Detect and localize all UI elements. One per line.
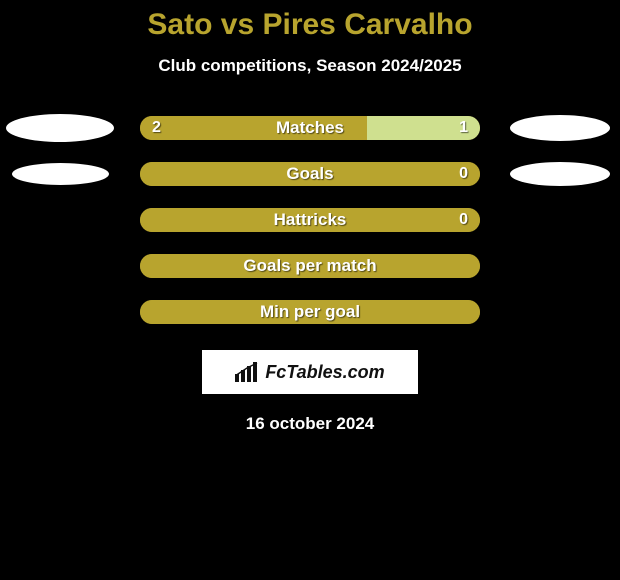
stat-right-value: 0 <box>459 208 468 232</box>
stat-label: Matches <box>276 118 344 138</box>
stat-right-value: 1 <box>459 116 468 140</box>
left-player-badge <box>0 114 120 142</box>
ellipse-icon <box>510 115 610 141</box>
date-line: 16 october 2024 <box>0 414 620 434</box>
page-root: Sato vs Pires Carvalho Club competitions… <box>0 0 620 580</box>
stat-left-value: 2 <box>152 116 161 140</box>
stat-right-value: 0 <box>459 162 468 186</box>
logo-box: FcTables.com <box>202 350 418 394</box>
logo-text: FcTables.com <box>265 362 384 383</box>
stat-bar: Goals 0 <box>140 162 480 186</box>
left-player-badge <box>0 163 120 185</box>
ellipse-icon <box>510 162 610 186</box>
page-subtitle: Club competitions, Season 2024/2025 <box>0 56 620 76</box>
right-player-badge <box>500 162 620 186</box>
stat-bar-content: Goals per match <box>140 254 480 278</box>
stat-row: Hattricks 0 <box>0 208 620 232</box>
stat-label: Goals <box>286 164 333 184</box>
stat-label: Min per goal <box>260 302 360 322</box>
stat-label: Goals per match <box>243 256 376 276</box>
bar-chart-icon <box>235 362 259 382</box>
stat-bar: Goals per match <box>140 254 480 278</box>
stat-bar-content: Min per goal <box>140 300 480 324</box>
right-player-badge <box>500 115 620 141</box>
stat-row: Min per goal <box>0 300 620 324</box>
stat-bar-content: 2 Matches 1 <box>140 116 480 140</box>
stat-row: 2 Matches 1 <box>0 116 620 140</box>
ellipse-icon <box>6 114 114 142</box>
stat-rows: 2 Matches 1 Goals 0 Hattricks 0 Goals per match… <box>0 116 620 324</box>
ellipse-icon <box>12 163 109 185</box>
stat-bar-content: Hattricks 0 <box>140 208 480 232</box>
stat-bar: Min per goal <box>140 300 480 324</box>
stat-row: Goals per match <box>0 254 620 278</box>
page-title: Sato vs Pires Carvalho <box>0 8 620 42</box>
stat-bar: 2 Matches 1 <box>140 116 480 140</box>
stat-bar: Hattricks 0 <box>140 208 480 232</box>
stat-row: Goals 0 <box>0 162 620 186</box>
stat-bar-content: Goals 0 <box>140 162 480 186</box>
stat-label: Hattricks <box>274 210 347 230</box>
